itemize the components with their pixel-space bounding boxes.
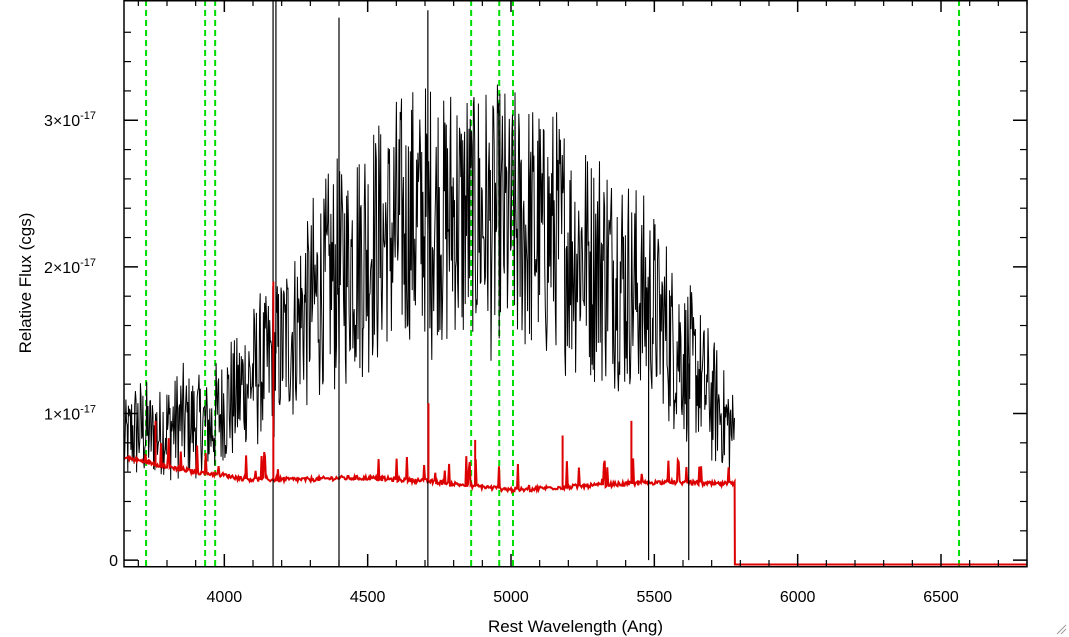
y-tick-label: 2×10-17 [44, 257, 96, 277]
x-tick-label: 6000 [780, 589, 816, 606]
x-axis-ticks: 4000 4500 5000 5500 6000 6500 [137, 0, 1028, 606]
x-tick-label: 5500 [637, 589, 673, 606]
y-axis-ticks: 0 1×10-17 2×10-17 3×10-17 [44, 31, 1027, 570]
x-tick-label: 6500 [923, 589, 959, 606]
y-tick-label: 3×10-17 [44, 110, 96, 130]
x-axis-title: Rest Wavelength (Ang) [488, 617, 663, 636]
plot-frame [123, 0, 1028, 568]
x-tick-label: 5000 [493, 589, 529, 606]
plot-area [124, 0, 1027, 566]
model-spectrum-line [124, 438, 1027, 566]
resize-grip-icon[interactable] [1055, 623, 1067, 635]
y-axis-title: Relative Flux (cgs) [16, 213, 35, 354]
x-tick-label: 4000 [207, 589, 243, 606]
x-tick-label: 4500 [350, 589, 386, 606]
y-tick-label: 1×10-17 [44, 404, 96, 424]
y-tick-label: 0 [109, 553, 118, 570]
observed-spectrum-line [124, 84, 735, 481]
series-group [124, 0, 1027, 566]
